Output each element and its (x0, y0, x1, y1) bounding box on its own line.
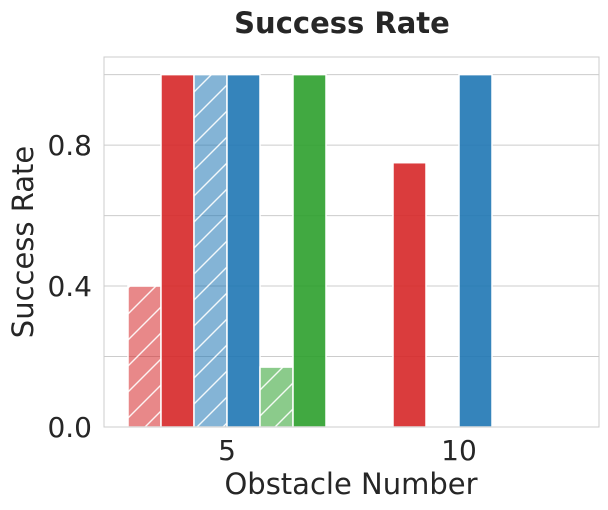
bar (392, 161, 427, 428)
bar-hatch (128, 286, 161, 427)
x-tick-labels: 5 10 (218, 434, 477, 467)
bar (160, 73, 195, 428)
bar-hatch (194, 74, 227, 427)
y-tick-label: 0.8 (47, 129, 92, 162)
bar (292, 73, 327, 428)
x-tick-label: 10 (441, 434, 477, 467)
y-tick-label: 0.4 (47, 270, 92, 303)
bar (226, 73, 261, 428)
y-tick-label: 0.0 (47, 411, 92, 444)
y-axis-label: Success Rate (6, 146, 40, 338)
x-tick-label: 5 (218, 434, 236, 467)
plot-frame (103, 56, 600, 428)
bar (458, 73, 493, 428)
bar-hatch (260, 367, 293, 427)
x-axis-label: Obstacle Number (224, 467, 477, 501)
chart-title: Success Rate (234, 6, 450, 40)
y-tick-labels: 0.0 0.4 0.8 (47, 129, 92, 444)
bars (127, 73, 493, 428)
